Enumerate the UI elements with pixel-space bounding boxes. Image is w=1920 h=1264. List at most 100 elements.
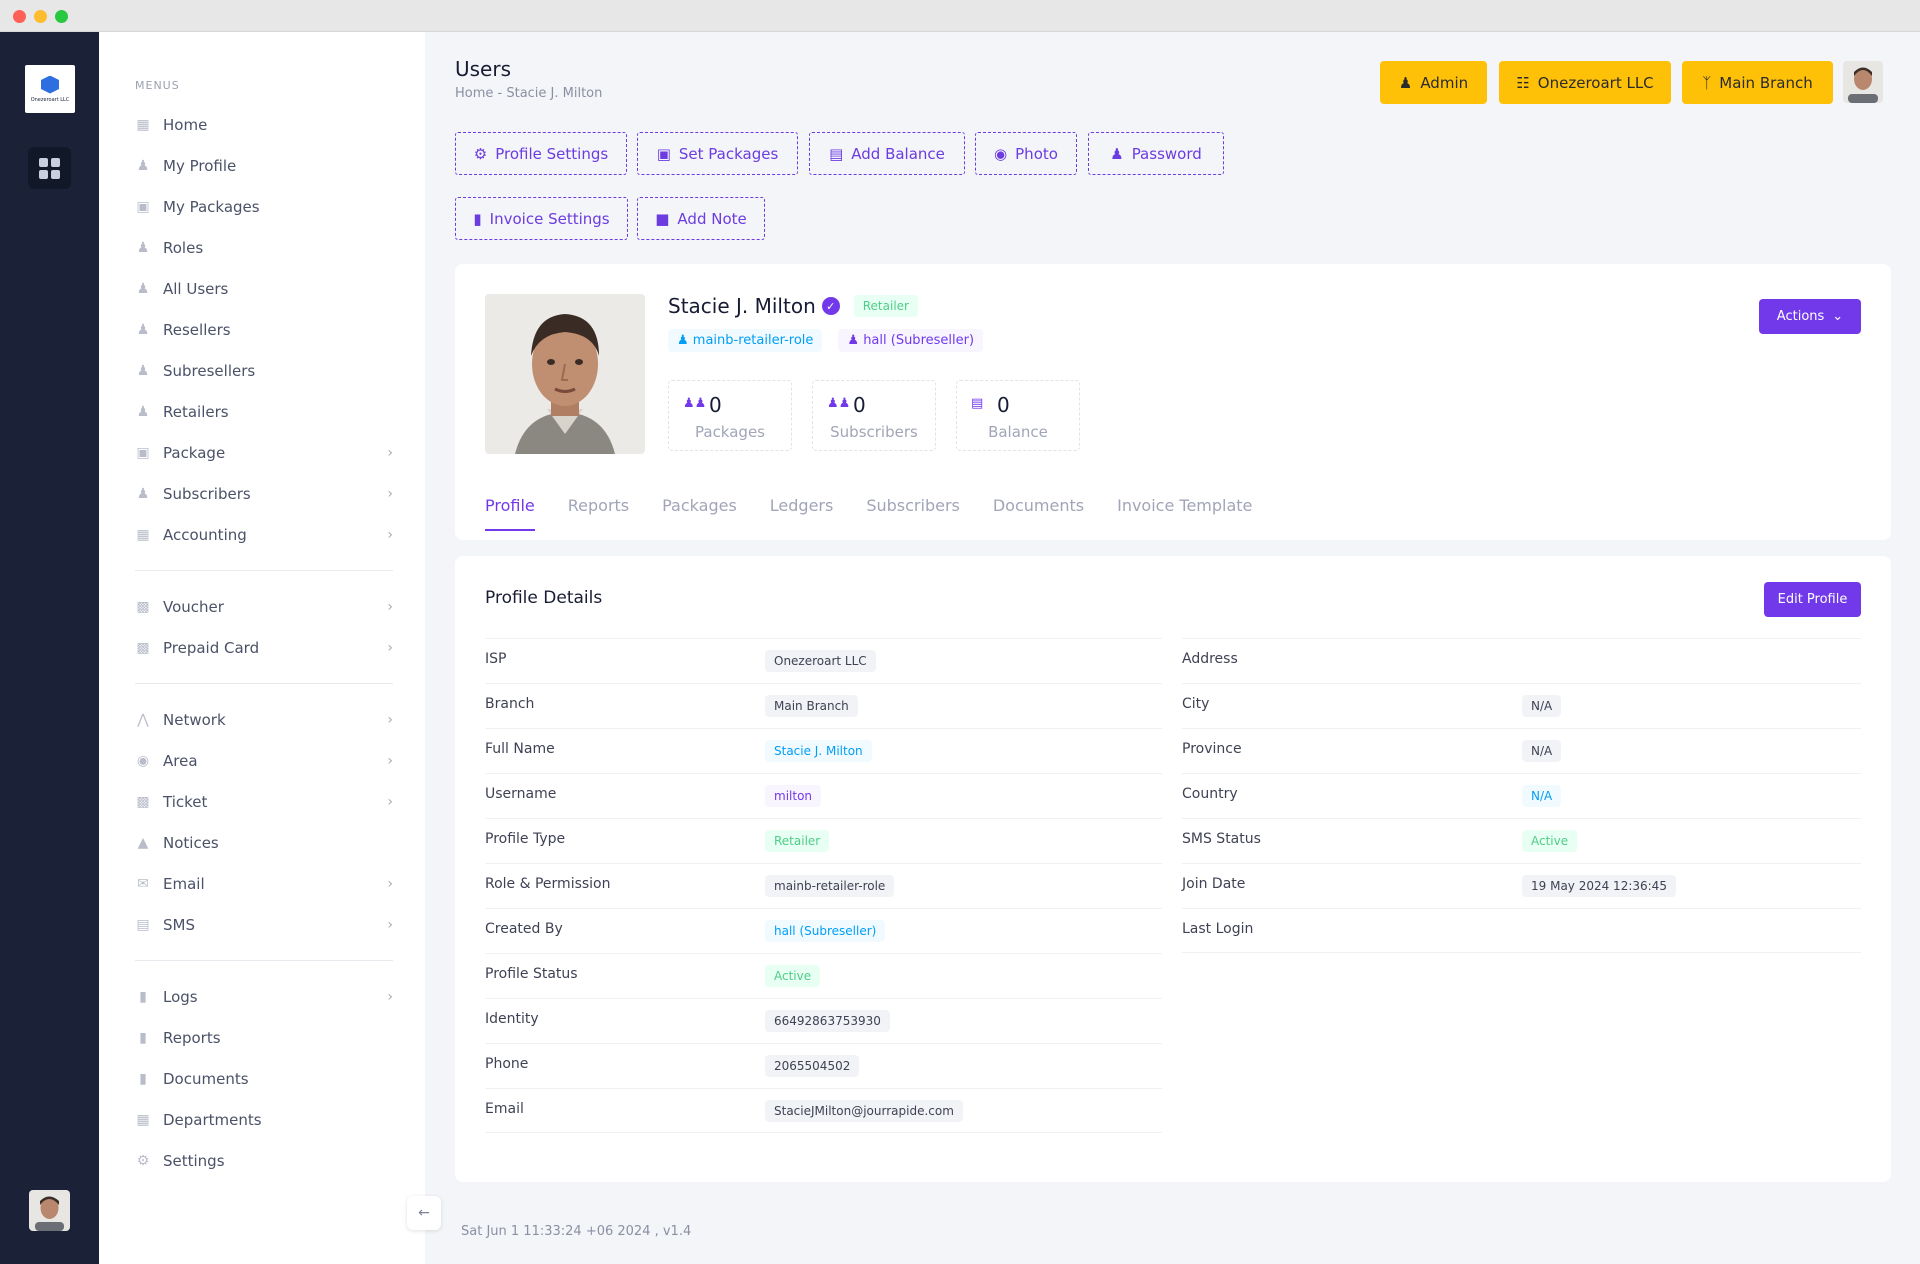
sidebar-item-label: Settings [163, 1151, 225, 1170]
stat-value: 0 [853, 393, 866, 417]
stat-subscribers: ♟♟ 0 Subscribers [812, 380, 936, 451]
sidebar-item-resellers[interactable]: ♟ Resellers [135, 309, 393, 350]
calculator-icon: ▦ [136, 526, 150, 543]
detail-value: StacieJMilton@jourrapide.com [765, 1100, 963, 1122]
admin-button[interactable]: ♟ Admin [1380, 61, 1487, 104]
sidebar-item-roles[interactable]: ♟ Roles [135, 227, 393, 268]
maximize-window-icon[interactable] [55, 10, 68, 23]
profile-settings-button[interactable]: ⚙ Profile Settings [455, 132, 627, 175]
sidebar-item-my-profile[interactable]: ♟ My Profile [135, 145, 393, 186]
sidebar-item-reports[interactable]: ▮ Reports [135, 1017, 393, 1058]
invoice-settings-button[interactable]: ▮ Invoice Settings [455, 197, 628, 240]
gears-icon: ⚙ [473, 144, 488, 163]
add-note-label: Add Note [677, 209, 747, 228]
rail-avatar[interactable] [29, 1190, 70, 1231]
sidebar-item-label: Package [163, 443, 226, 462]
map-pin-icon: ◉ [136, 752, 150, 769]
sidebar-item-label: Logs [163, 987, 198, 1006]
set-packages-button[interactable]: ▣ Set Packages [637, 132, 798, 175]
sidebar-item-prepaid-card[interactable]: ▩ Prepaid Card › [135, 627, 393, 668]
detail-key: Phone [485, 1056, 529, 1072]
photo-button[interactable]: ◉ Photo [975, 132, 1077, 175]
branch-button[interactable]: ᛉ Main Branch [1682, 61, 1833, 104]
password-button[interactable]: ♟ Password [1088, 132, 1224, 175]
add-balance-button[interactable]: ▤ Add Balance [809, 132, 965, 175]
sidebar-item-subresellers[interactable]: ♟ Subresellers [135, 350, 393, 391]
tab-packages[interactable]: Packages [662, 496, 737, 515]
sidebar-item-voucher[interactable]: ▩ Voucher › [135, 586, 393, 627]
profile-details-title: Profile Details [485, 588, 603, 608]
mail-icon: ✉ [137, 875, 149, 892]
detail-key: Profile Status [485, 966, 578, 982]
detail-value: N/A [1522, 785, 1562, 807]
sidebar-item-documents[interactable]: ▮ Documents [135, 1058, 393, 1099]
sidebar-item-subscribers[interactable]: ♟ Subscribers › [135, 473, 393, 514]
role-badges: ♟ mainb-retailer-role ♟ hall (Subreselle… [668, 329, 984, 352]
tab-invoice-template[interactable]: Invoice Template [1117, 496, 1253, 515]
sidebar-item-retailers[interactable]: ♟ Retailers [135, 391, 393, 432]
sidebar-item-label: Resellers [163, 320, 231, 339]
user-icon: ♟ [136, 321, 150, 338]
actions-button[interactable]: Actions ⌄ [1759, 299, 1861, 334]
detail-value: Onezeroart LLC [765, 650, 876, 672]
chevron-right-icon: › [387, 752, 393, 769]
collapse-sidebar-button[interactable]: ← [407, 1196, 441, 1230]
detail-key: Join Date [1182, 876, 1246, 892]
minimize-window-icon[interactable] [34, 10, 47, 23]
detail-key: Country [1182, 786, 1238, 802]
add-note-button[interactable]: ■ Add Note [637, 197, 765, 240]
tab-documents[interactable]: Documents [992, 496, 1085, 515]
camera-icon: ◉ [994, 144, 1008, 163]
sidebar-item-label: SMS [163, 915, 195, 934]
detail-value: hall (Subreseller) [765, 920, 886, 942]
sidebar-item-home[interactable]: ▦ Home [135, 104, 393, 145]
profile-card: Stacie J. Milton ✓ Retailer ♟ mainb-reta… [455, 264, 1891, 540]
detail-value: Stacie J. Milton [765, 740, 872, 762]
role-badge[interactable]: ♟ mainb-retailer-role [668, 329, 823, 352]
close-window-icon[interactable] [13, 10, 26, 23]
creator-badge[interactable]: ♟ hall (Subreseller) [838, 329, 984, 352]
dashboard-icon[interactable] [28, 147, 71, 189]
invoice-settings-label: Invoice Settings [489, 209, 610, 228]
detail-key: Username [485, 786, 557, 802]
sidebar-item-email[interactable]: ✉ Email › [135, 863, 393, 904]
profile-settings-label: Profile Settings [495, 144, 609, 163]
user-avatar[interactable] [1843, 61, 1883, 103]
sidebar-item-departments[interactable]: ▦ Departments [135, 1099, 393, 1140]
company-logo[interactable]: Onezeroart LLC [25, 65, 75, 113]
sidebar-item-package[interactable]: ▣ Package › [135, 432, 393, 473]
chevron-down-icon: ⌄ [1832, 309, 1844, 324]
sidebar-item-ticket[interactable]: ▩ Ticket › [135, 781, 393, 822]
tab-ledgers[interactable]: Ledgers [769, 496, 834, 515]
edit-profile-button[interactable]: Edit Profile [1764, 582, 1861, 617]
credit-card-icon: ▤ [829, 144, 844, 163]
sidebar-item-all-users[interactable]: ♟ All Users [135, 268, 393, 309]
sidebar-item-network[interactable]: ⋀ Network › [135, 699, 393, 740]
sidebar-item-sms[interactable]: ▤ SMS › [135, 904, 393, 945]
credit-card-icon: ▤ [971, 396, 984, 411]
detail-value: 66492863753930 [765, 1010, 890, 1032]
chevron-right-icon: › [387, 444, 393, 461]
sidebar-item-settings[interactable]: ⚙ Settings [135, 1140, 393, 1181]
stat-packages: ♟♟ 0 Packages [668, 380, 792, 451]
detail-row-isp: ISP Onezeroart LLC [485, 638, 1162, 683]
company-label: Onezeroart LLC [1537, 73, 1654, 92]
company-button[interactable]: ☷ Onezeroart LLC [1499, 61, 1671, 104]
detail-key: City [1182, 696, 1210, 712]
sidebar-item-logs[interactable]: ▮ Logs › [135, 976, 393, 1017]
detail-row-profile-type: Profile Type Retailer [485, 818, 1162, 863]
user-name-text: Stacie J. Milton [668, 294, 816, 318]
sidebar-item-accounting[interactable]: ▦ Accounting › [135, 514, 393, 555]
sitemap-icon: ☷ [1516, 73, 1530, 92]
detail-row-last-login: Last Login [1182, 908, 1861, 953]
sidebar-item-notices[interactable]: ▲ Notices [135, 822, 393, 863]
sidebar-item-my-packages[interactable]: ▣ My Packages [135, 186, 393, 227]
detail-value: 2065504502 [765, 1055, 860, 1077]
tab-subscribers[interactable]: Subscribers [866, 496, 960, 515]
sidebar-item-label: Accounting [163, 525, 247, 544]
tab-profile[interactable]: Profile [485, 496, 535, 531]
detail-value: Main Branch [765, 695, 858, 717]
tab-reports[interactable]: Reports [567, 496, 630, 515]
sidebar-item-area[interactable]: ◉ Area › [135, 740, 393, 781]
avatar-face-icon [29, 1190, 70, 1231]
